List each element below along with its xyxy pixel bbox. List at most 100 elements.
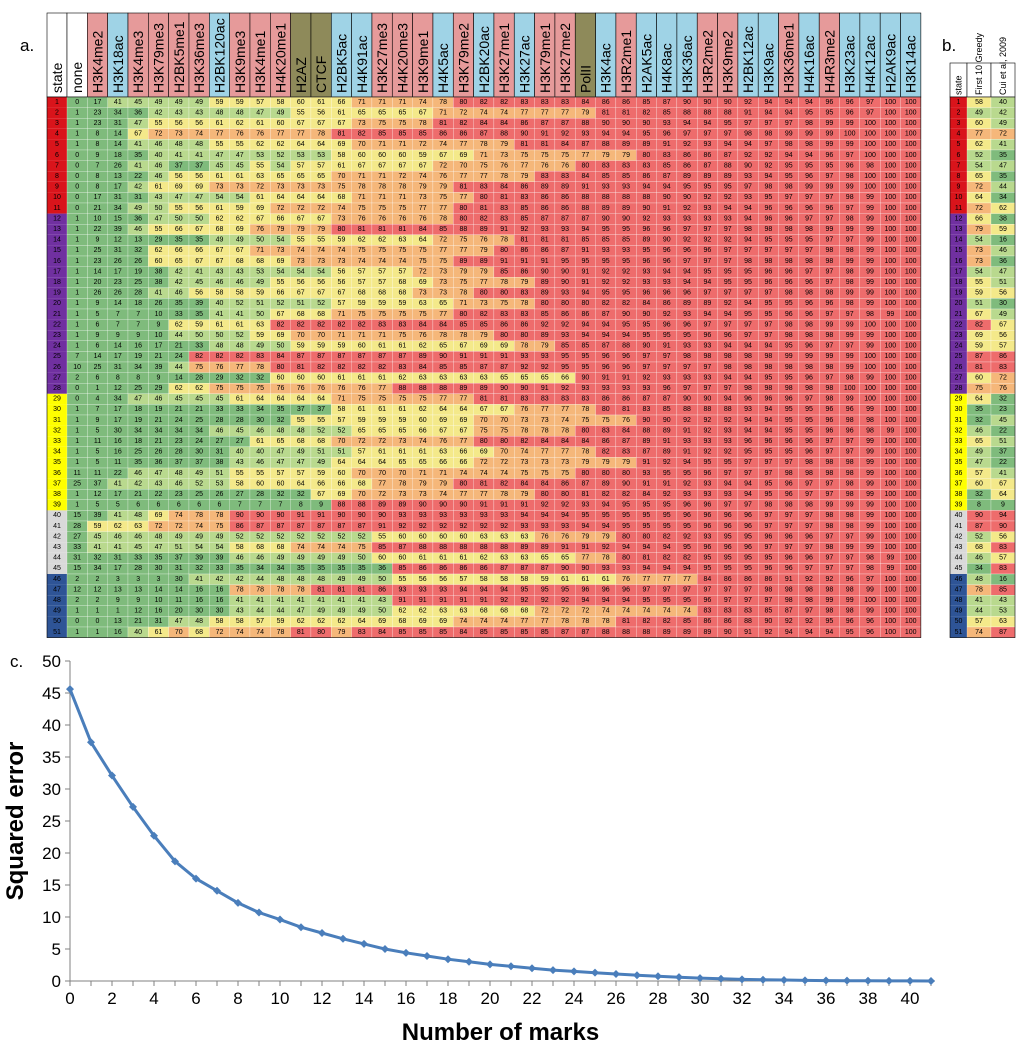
x-tick-label: 6 xyxy=(191,989,200,1008)
heat-cell-value: 92 xyxy=(744,99,752,106)
column-label-H2AK9ac: H2AK9ac xyxy=(882,34,898,93)
column-label-H3K14ac: H3K14ac xyxy=(903,35,919,93)
data-point xyxy=(570,967,578,976)
data-point xyxy=(549,966,557,975)
heat-cell-value: 49 xyxy=(195,99,203,106)
heat-cell-value: 90 xyxy=(683,99,691,106)
heat-cell-value: 86 xyxy=(622,99,630,106)
panel-label-b: b. xyxy=(942,36,956,56)
column-label-H3K4me3: H3K4me3 xyxy=(130,31,146,93)
y-tick-label: 45 xyxy=(42,684,61,703)
data-point xyxy=(591,968,599,977)
heat-cell-value: 71 xyxy=(399,99,407,106)
y-tick-label: 30 xyxy=(42,780,61,799)
heat-cell-value: 17 xyxy=(94,99,102,106)
x-tick-label: 12 xyxy=(313,989,332,1008)
series-line xyxy=(68,688,932,983)
column-label-H2BK120ac: H2BK120ac xyxy=(211,18,227,93)
column-label-H3K27me1: H3K27me1 xyxy=(496,23,512,93)
heat-cell-value: 74 xyxy=(419,99,427,106)
column-label-H4K20me3: H4K20me3 xyxy=(394,23,410,93)
column-label-H2AZ: H2AZ xyxy=(293,57,309,93)
x-tick-label: 26 xyxy=(607,989,626,1008)
column-label-H3K36ac: H3K36ac xyxy=(679,35,695,93)
column-label-H2BK20ac: H2BK20ac xyxy=(476,26,492,93)
data-point xyxy=(528,964,536,973)
heat-cell-value: 57 xyxy=(256,99,264,106)
column-label-H3K9me1: H3K9me1 xyxy=(415,31,431,93)
data-point xyxy=(906,976,914,985)
heat-cell-value: 60 xyxy=(297,99,305,106)
data-point xyxy=(759,975,767,984)
heat-cell-value: 71 xyxy=(358,99,366,106)
data-point xyxy=(843,976,851,985)
x-tick-label: 32 xyxy=(733,989,752,1008)
panel-label-a: a. xyxy=(20,36,34,56)
state-cell xyxy=(47,97,67,108)
column-label-H3K79me1: H3K79me1 xyxy=(537,23,553,93)
column-label-CTCF: CTCF xyxy=(313,56,329,93)
column-label-H3K9me3: H3K9me3 xyxy=(232,31,248,93)
y-tick-label: 0 xyxy=(52,972,61,991)
data-point xyxy=(612,969,620,978)
heat-cell-value: 85 xyxy=(643,99,651,106)
x-tick-label: 28 xyxy=(649,989,668,1008)
column-label-H3K27me2: H3K27me2 xyxy=(557,23,573,93)
x-tick-label: 16 xyxy=(397,989,416,1008)
heat-cell-value: 66 xyxy=(338,99,346,106)
y-tick-label: 5 xyxy=(52,940,61,959)
x-tick-label: 10 xyxy=(271,989,290,1008)
data-point xyxy=(444,955,452,964)
data-point xyxy=(633,971,641,980)
data-point xyxy=(738,975,746,984)
column-label-H3K4me2: H3K4me2 xyxy=(89,31,105,93)
x-tick-label: 20 xyxy=(481,989,500,1008)
heat-cell-value: 83 xyxy=(541,99,549,106)
heat-cell-value: 83 xyxy=(521,99,529,106)
x-tick-label: 4 xyxy=(149,989,158,1008)
data-point xyxy=(360,939,368,948)
y-axis-title: Squared error xyxy=(2,742,29,901)
data-point xyxy=(297,923,305,932)
data-point xyxy=(822,976,830,985)
x-tick-label: 24 xyxy=(565,989,584,1008)
data-point xyxy=(486,960,494,969)
heat-cell-value: 41 xyxy=(114,99,122,106)
data-point xyxy=(423,952,431,961)
data-point xyxy=(66,685,74,694)
heat-cell-value: 83 xyxy=(561,99,569,106)
column-label-H4K20me1: H4K20me1 xyxy=(272,23,288,93)
heatmap-panel-a: state none H3K4me2 H3K18ac H3K4me3 H3K79me3 H2… xyxy=(46,12,922,638)
x-tick-label: 0 xyxy=(65,989,74,1008)
heat-cell-value: 87 xyxy=(663,99,671,106)
column-label-H4K5ac: H4K5ac xyxy=(435,43,451,93)
data-point xyxy=(885,976,893,985)
x-tick-label: 2 xyxy=(107,989,116,1008)
column-label-H3K4me1: H3K4me1 xyxy=(252,31,268,93)
x-axis-title: Number of marks xyxy=(402,1019,599,1046)
data-point xyxy=(276,915,284,924)
column-label-H4K8ac: H4K8ac xyxy=(659,43,675,93)
x-tick-label: 18 xyxy=(439,989,458,1008)
heat-cell-value: 84 xyxy=(582,99,590,106)
heat-cell-value: 61 xyxy=(317,99,325,106)
column-label-H4K16ac: H4K16ac xyxy=(801,35,817,93)
heat-cell-value: 90 xyxy=(703,99,711,106)
column-label-H3K27me3: H3K27me3 xyxy=(374,23,390,93)
heat-cell-value: 80 xyxy=(460,99,468,106)
y-tick-label: 10 xyxy=(42,908,61,927)
column-label-H3K18ac: H3K18ac xyxy=(110,35,126,93)
column-label-none: none xyxy=(69,62,85,93)
y-tick-label: 50 xyxy=(42,652,61,671)
data-point xyxy=(675,973,683,982)
column-label-H2BK5ac: H2BK5ac xyxy=(333,34,349,93)
column-label-H3R2me2: H3R2me2 xyxy=(699,30,715,93)
heat-cell-value: 86 xyxy=(602,99,610,106)
heat-cell-value: 59 xyxy=(216,99,224,106)
data-point xyxy=(465,957,473,966)
x-tick-label: 40 xyxy=(901,989,920,1008)
column-label-H4K12ac: H4K12ac xyxy=(862,35,878,93)
heat-cell-value: 0 xyxy=(75,99,79,106)
data-point xyxy=(654,972,662,981)
